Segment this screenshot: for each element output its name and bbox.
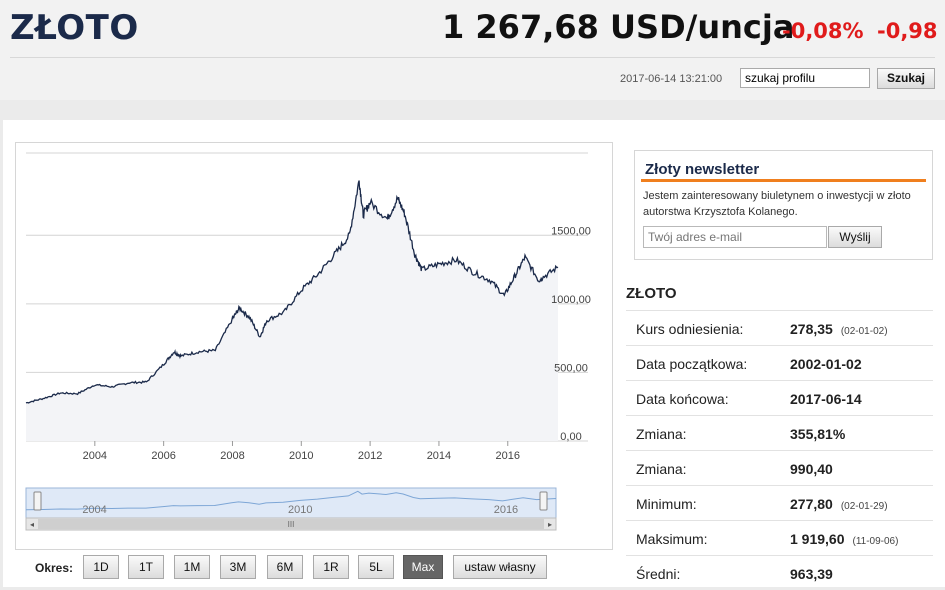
stats-value: 963,39 bbox=[790, 566, 833, 582]
header-divider bbox=[10, 57, 935, 58]
stats-date-note: (11-09-06) bbox=[852, 536, 899, 547]
stats-title: ZŁOTO bbox=[626, 285, 677, 302]
change-percent: -0,08% bbox=[782, 19, 864, 43]
period-button-1r[interactable]: 1R bbox=[313, 555, 349, 579]
x-tick-label: 2012 bbox=[358, 450, 382, 462]
x-tick-label: 2014 bbox=[427, 450, 451, 462]
stats-value-text: 2017-06-14 bbox=[790, 391, 862, 407]
stats-value: 278,35 (02-01-02) bbox=[790, 321, 888, 337]
stats-label: Średni: bbox=[636, 566, 681, 582]
stats-value-text: 963,39 bbox=[790, 566, 833, 582]
stats-value-text: 990,40 bbox=[790, 461, 833, 477]
period-button-1t[interactable]: 1T bbox=[128, 555, 164, 579]
stats-label: Data początkowa: bbox=[636, 356, 748, 372]
header-bar: ZŁOTO 1 267,68 USD/uncja -0,08% -0,98 20… bbox=[0, 0, 945, 100]
period-button-ustaw-własny[interactable]: ustaw własny bbox=[453, 555, 547, 579]
y-tick-label: 500,00 bbox=[554, 362, 588, 374]
change-absolute: -0,98 bbox=[877, 19, 938, 43]
stats-value: 1 919,60 (11-09-06) bbox=[790, 531, 898, 547]
stats-table: Kurs odniesienia: 278,35 (02-01-02) Data po… bbox=[626, 310, 933, 590]
stats-date-note: (02-01-02) bbox=[840, 326, 888, 337]
y-tick-label: 1500,00 bbox=[551, 225, 591, 237]
x-tick-label: 2016 bbox=[496, 450, 520, 462]
stats-value-text: 278,35 bbox=[790, 321, 833, 337]
period-button-5l[interactable]: 5L bbox=[358, 555, 394, 579]
stats-date-note: (02-01-29) bbox=[840, 501, 888, 512]
y-tick-label: 0,00 bbox=[560, 431, 581, 443]
stats-row: Maksimum: 1 919,60 (11-09-06) bbox=[626, 520, 933, 555]
chart-container: 1500,00 1000,00 500,00 0,00 2004 2006 2008 201… bbox=[15, 142, 613, 550]
scrollbar-grip[interactable]: III bbox=[288, 520, 295, 529]
stats-row: Data końcowa: 2017-06-14 bbox=[626, 380, 933, 415]
period-button-3m[interactable]: 3M bbox=[220, 555, 256, 579]
newsletter-description: Jestem zainteresowany biuletynem o inwes… bbox=[643, 190, 911, 218]
navigator-right-handle[interactable] bbox=[539, 491, 548, 511]
stats-row: Data początkowa: 2002-01-02 bbox=[626, 345, 933, 380]
stats-label: Maksimum: bbox=[636, 531, 708, 547]
stats-value-text: 1 919,60 bbox=[790, 531, 845, 547]
navigator-tick-label: 2010 bbox=[288, 504, 312, 516]
stats-row: Zmiana: 355,81% bbox=[626, 415, 933, 450]
period-button-max[interactable]: Max bbox=[403, 555, 443, 579]
scroll-left-arrow[interactable]: ◂ bbox=[30, 520, 34, 529]
x-tick-label: 2006 bbox=[151, 450, 175, 462]
stats-label: Kurs odniesienia: bbox=[636, 321, 744, 337]
period-label: Okres: bbox=[35, 561, 74, 575]
price-area-fill bbox=[26, 180, 558, 441]
period-button-6m[interactable]: 6M bbox=[267, 555, 303, 579]
stats-row: Minimum: 277,80 (02-01-29) bbox=[626, 485, 933, 520]
stats-value: 2002-01-02 bbox=[790, 356, 862, 372]
email-field[interactable] bbox=[643, 226, 827, 248]
page-title: ZŁOTO bbox=[10, 8, 139, 48]
navigator-left-handle[interactable] bbox=[33, 491, 42, 511]
x-tick-label: 2010 bbox=[289, 450, 313, 462]
navigator-scrollbar-thumb[interactable] bbox=[38, 519, 544, 529]
navigator-tick-label: 2004 bbox=[82, 504, 106, 516]
search-button[interactable]: Szukaj bbox=[877, 68, 935, 89]
stats-label: Minimum: bbox=[636, 496, 697, 512]
stats-value-text: 277,80 bbox=[790, 496, 833, 512]
stats-row: Kurs odniesienia: 278,35 (02-01-02) bbox=[626, 310, 933, 345]
current-price: 1 267,68 USD/uncja bbox=[442, 8, 795, 46]
subscribe-button[interactable]: Wyślij bbox=[828, 226, 882, 248]
stats-label: Zmiana: bbox=[636, 426, 687, 442]
y-tick-label: 1000,00 bbox=[551, 294, 591, 306]
period-button-1m[interactable]: 1M bbox=[174, 555, 210, 579]
stats-value: 990,40 bbox=[790, 461, 833, 477]
navigator-line bbox=[25, 490, 557, 511]
period-button-1d[interactable]: 1D bbox=[83, 555, 119, 579]
stats-value: 355,81% bbox=[790, 426, 845, 442]
newsletter-accent-bar bbox=[641, 179, 926, 182]
stats-value-text: 2002-01-02 bbox=[790, 356, 862, 372]
navigator-tick-label: 2016 bbox=[494, 504, 518, 516]
stats-value-text: 355,81% bbox=[790, 426, 846, 442]
stats-label: Data końcowa: bbox=[636, 391, 729, 407]
price-chart[interactable]: 1500,00 1000,00 500,00 0,00 2004 2006 2008 201… bbox=[16, 143, 612, 549]
stats-value: 277,80 (02-01-29) bbox=[790, 496, 888, 512]
stats-row: Średni: 963,39 bbox=[626, 555, 933, 590]
quote-timestamp: 2017-06-14 13:21:00 bbox=[620, 73, 723, 85]
scroll-right-arrow[interactable]: ▸ bbox=[548, 520, 552, 529]
newsletter-box: Złoty newsletter Jestem zainteresowany b… bbox=[634, 150, 933, 260]
stats-label: Zmiana: bbox=[636, 461, 687, 477]
stats-row: Zmiana: 990,40 bbox=[626, 450, 933, 485]
x-tick-label: 2004 bbox=[83, 450, 107, 462]
search-profile-input[interactable] bbox=[740, 68, 870, 88]
stats-value: 2017-06-14 bbox=[790, 391, 862, 407]
newsletter-title: Złoty newsletter bbox=[645, 161, 760, 178]
price-line bbox=[25, 180, 559, 404]
x-tick-label: 2008 bbox=[220, 450, 244, 462]
